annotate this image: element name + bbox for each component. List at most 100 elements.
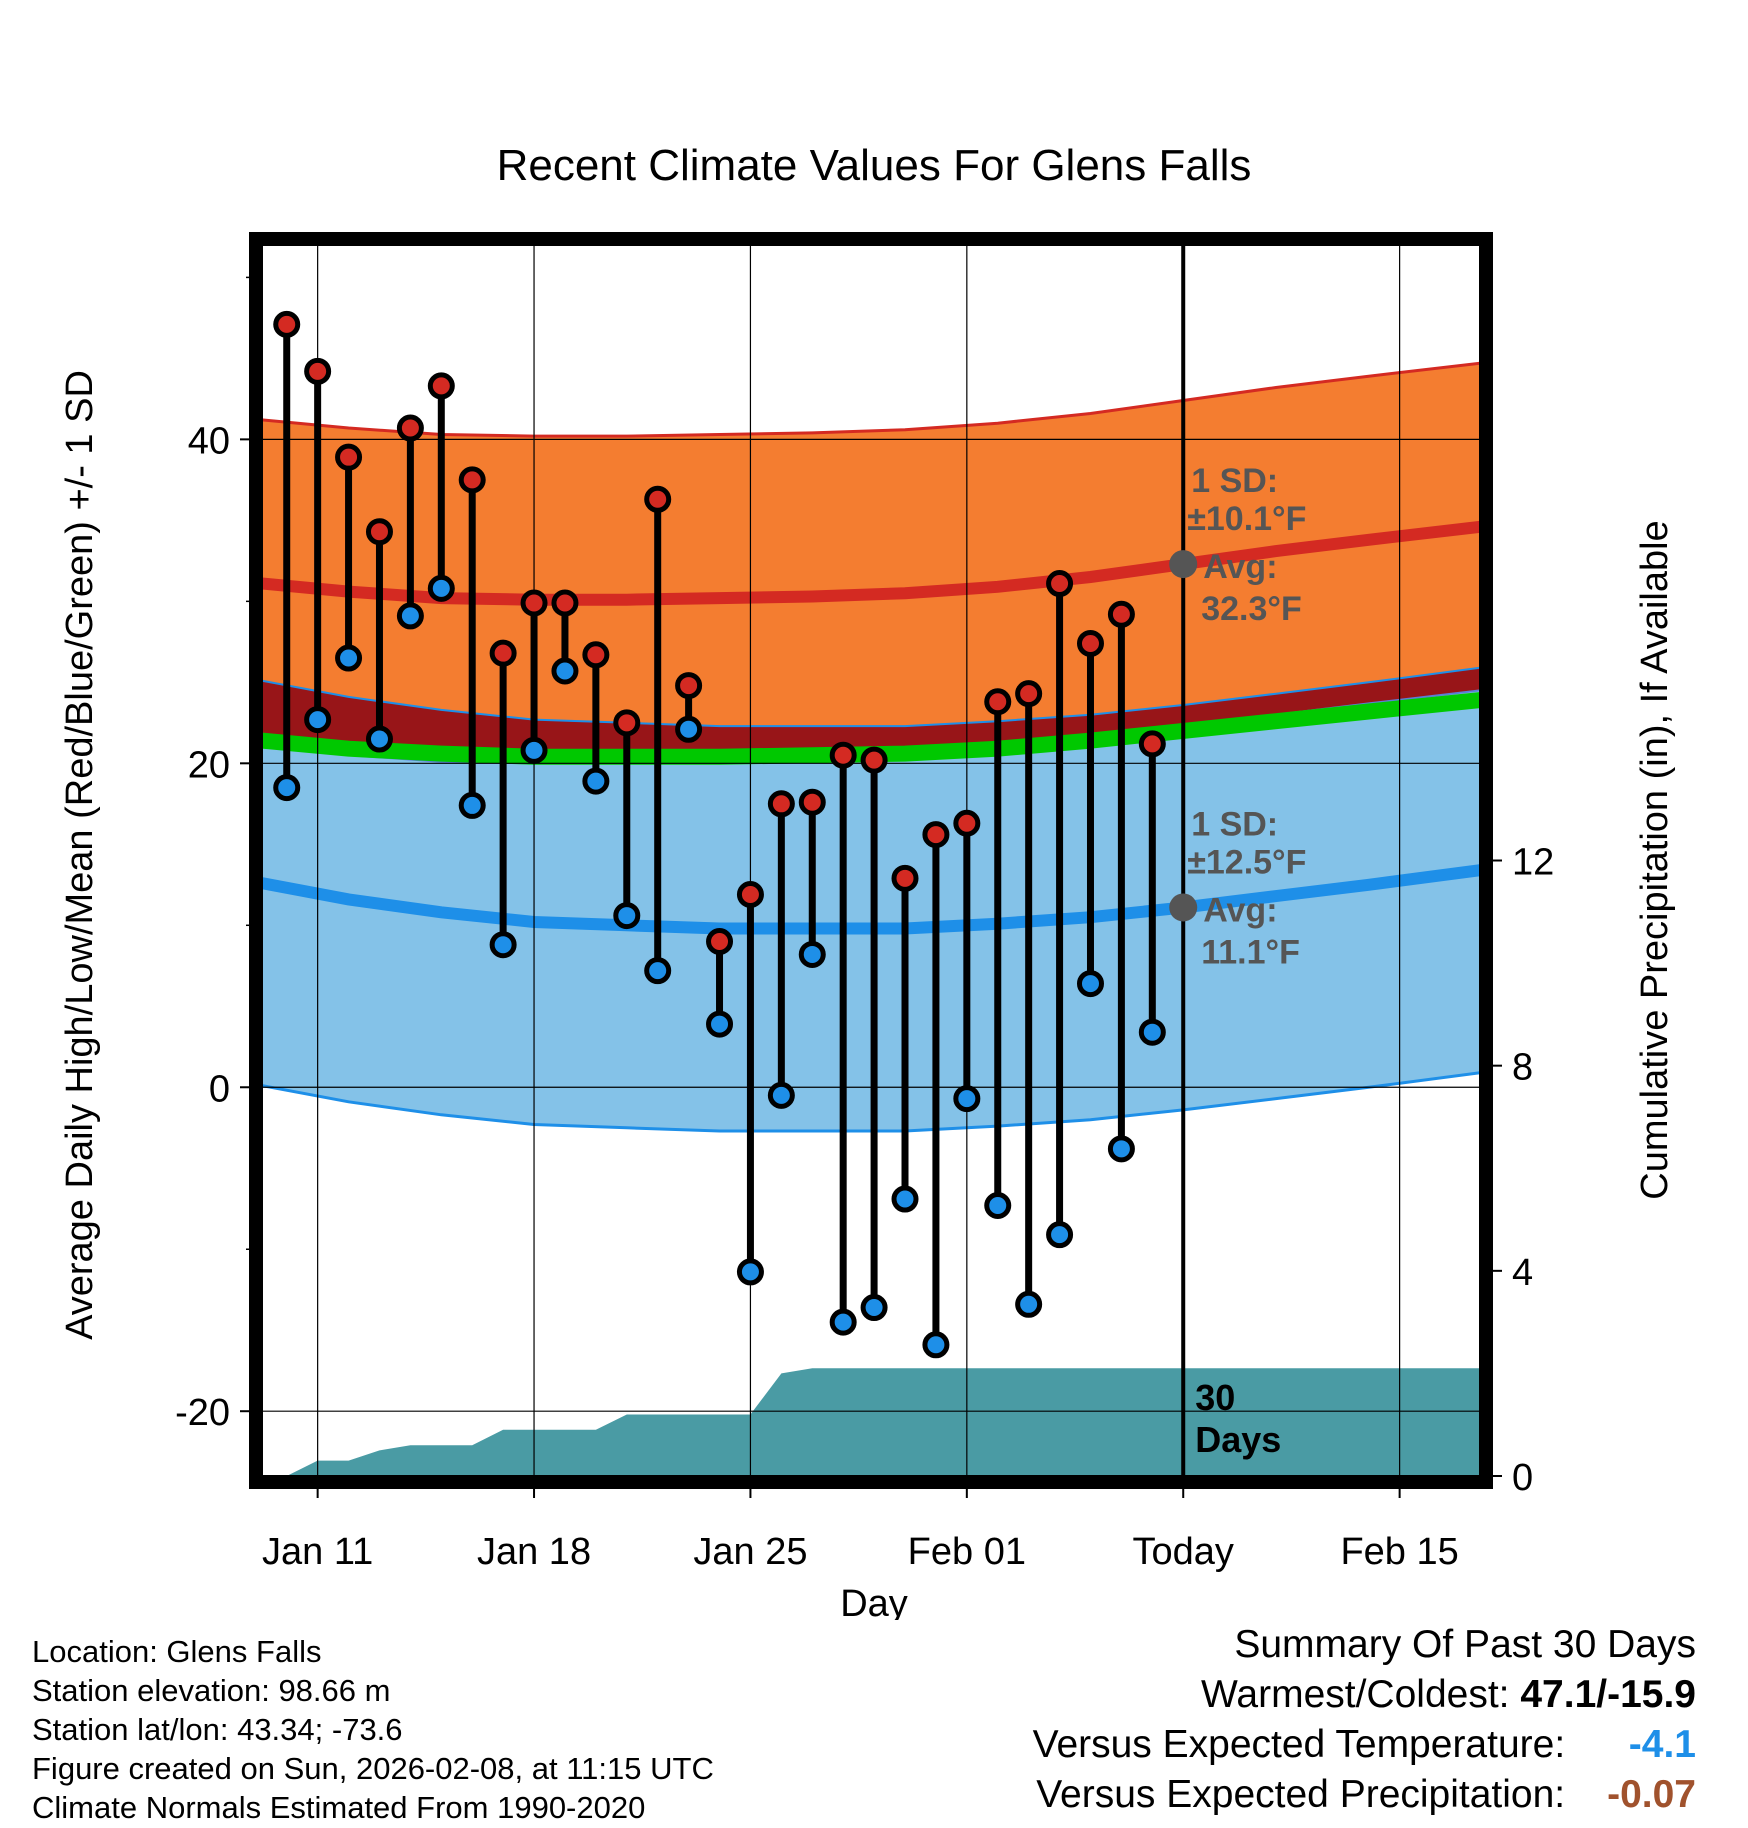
obs-low-point: [1107, 1135, 1135, 1163]
obs-high-point: [613, 709, 641, 737]
station-info: Location: Glens Falls Station elevation:…: [32, 1632, 714, 1827]
summary-warm-cold: Warmest/Coldest: 47.1/-15.9: [1033, 1670, 1696, 1720]
warm-cold-label: Warmest/Coldest:: [1201, 1673, 1510, 1716]
y-axis-label: Average Daily High/Low/Mean (Red/Blue/Gr…: [59, 370, 101, 1340]
obs-low-point: [860, 1294, 888, 1322]
high-sd-label: 1 SD:: [1191, 462, 1278, 500]
normals-text: Climate Normals Estimated From 1990-2020: [32, 1790, 646, 1825]
obs-high-point: [706, 927, 734, 955]
chart-title: Recent Climate Values For Glens Falls: [497, 141, 1252, 190]
obs-high-point: [458, 466, 486, 494]
summary-panel: Summary Of Past 30 Days Warmest/Coldest:…: [1033, 1620, 1696, 1820]
y-tick-label: 0: [209, 1068, 230, 1110]
obs-low-point: [675, 715, 703, 743]
low-avg-marker: [1169, 893, 1198, 922]
obs-low-point: [706, 1010, 734, 1038]
obs-low-point: [1046, 1221, 1074, 1249]
obs-low-point: [458, 791, 486, 819]
obs-high-point: [489, 639, 517, 667]
y2-tick-label: 4: [1512, 1252, 1533, 1294]
precip-area: [286, 1368, 1480, 1476]
obs-low-point: [1076, 970, 1104, 998]
overlap-band: [262, 667, 1480, 764]
mean-line: [262, 692, 1480, 765]
low-sd-value: ±12.5°F: [1187, 843, 1306, 881]
x-tick-label: Feb 15: [1340, 1531, 1458, 1573]
warm-cold-value: 47.1/-15.9: [1520, 1673, 1696, 1716]
obs-high-point: [675, 672, 703, 700]
obs-high-point: [1076, 629, 1104, 657]
latlon-text: Station lat/lon: 43.34; -73.6: [32, 1712, 403, 1747]
obs-low-point: [891, 1185, 919, 1213]
obs-low-point: [273, 774, 301, 802]
low-sd-lower-edge: [262, 1071, 1480, 1133]
x-tick-label: Jan 18: [477, 1531, 591, 1573]
y2-tick-label: 12: [1512, 842, 1554, 884]
low-avg-value: 11.1°F: [1201, 933, 1300, 971]
obs-high-point: [984, 688, 1012, 716]
obs-high-point: [396, 414, 424, 442]
obs-low-point: [551, 657, 579, 685]
obs-high-point: [736, 881, 764, 909]
low-sd-upper-edge: [262, 666, 1480, 728]
obs-low-point: [304, 706, 332, 734]
y2-axis-label: Cumulative Precipitation (in), If Availa…: [1634, 520, 1676, 1199]
high-avg-value: 32.3°F: [1201, 590, 1302, 628]
obs-high-point: [551, 589, 579, 617]
obs-high-point: [767, 790, 795, 818]
obs-high-point: [829, 741, 857, 769]
x-tick-label: Jan 25: [693, 1531, 807, 1573]
obs-low-point: [984, 1192, 1012, 1220]
plot-frame: [249, 232, 1493, 1489]
y-tick-label: 40: [188, 420, 230, 462]
y2-tick-label: 8: [1512, 1047, 1533, 1089]
temp-value: -4.1: [1628, 1723, 1696, 1766]
climate-chart: Recent Climate Values For Glens Falls 1 …: [59, 141, 1676, 1620]
high-sd-upper-edge: [262, 361, 1480, 438]
obs-high-point: [860, 746, 888, 774]
precip-label: Versus Expected Precipitation:: [1036, 1773, 1566, 1816]
location-text: Location: Glens Falls: [32, 1634, 322, 1669]
obs-high-point: [1046, 570, 1074, 598]
x-axis-label: Day: [840, 1583, 908, 1620]
precip-period-label: 30: [1195, 1377, 1235, 1418]
obs-low-point: [489, 931, 517, 959]
summary-title: Summary Of Past 30 Days: [1234, 1623, 1696, 1666]
obs-low-point: [829, 1308, 857, 1336]
x-tick-label: Today: [1133, 1531, 1234, 1573]
obs-low-point: [396, 602, 424, 630]
y-tick-label: -20: [175, 1392, 230, 1434]
low-avg-line: [262, 864, 1480, 935]
obs-low-point: [365, 725, 393, 753]
obs-high-point: [644, 485, 672, 513]
high-avg-label: Avg:: [1203, 548, 1277, 586]
precip-period-label: Days: [1195, 1419, 1281, 1460]
obs-high-point: [798, 788, 826, 816]
summary-precip: Versus Expected Precipitation: -0.07: [1033, 1770, 1696, 1820]
high-sd-value: ±10.1°F: [1187, 500, 1306, 538]
obs-high-point: [520, 589, 548, 617]
obs-high-point: [891, 864, 919, 892]
obs-low-point: [613, 902, 641, 930]
obs-high-point: [1015, 680, 1043, 708]
high-avg-line: [262, 520, 1480, 606]
created-text: Figure created on Sun, 2026-02-08, at 11…: [32, 1751, 714, 1786]
low-sd-label: 1 SD:: [1191, 805, 1278, 843]
obs-low-point: [953, 1085, 981, 1113]
obs-high-point: [273, 310, 301, 338]
x-tick-label: Jan 11: [262, 1531, 373, 1573]
y-tick-label: 20: [188, 744, 230, 786]
x-tick-label: Feb 01: [908, 1531, 1026, 1573]
obs-low-point: [1138, 1018, 1166, 1046]
obs-low-point: [644, 957, 672, 985]
obs-low-point: [736, 1258, 764, 1286]
temp-label: Versus Expected Temperature:: [1032, 1723, 1566, 1766]
obs-low-point: [520, 736, 548, 764]
summary-temp: Versus Expected Temperature: -4.1: [1033, 1720, 1696, 1770]
obs-low-point: [582, 767, 610, 795]
obs-low-point: [427, 574, 455, 602]
obs-low-point: [922, 1331, 950, 1359]
precip-value: -0.07: [1607, 1773, 1696, 1816]
